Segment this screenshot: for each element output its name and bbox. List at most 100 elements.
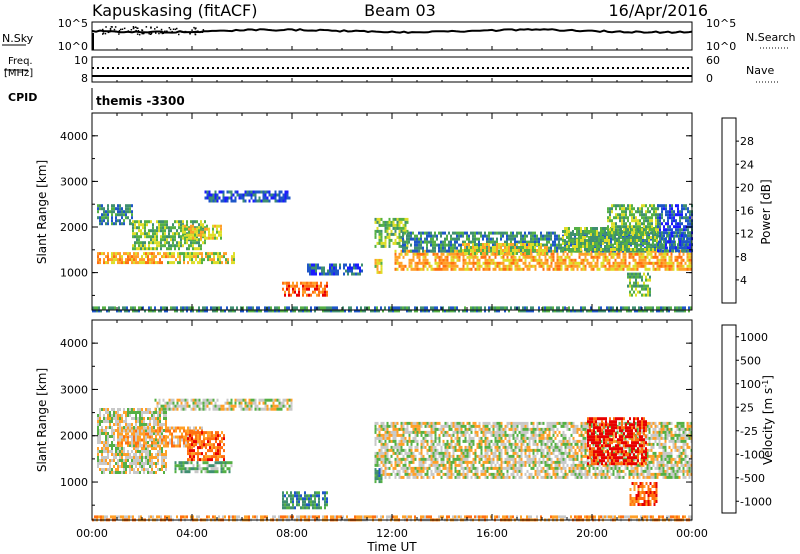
heatmap-cell [486, 246, 488, 250]
heatmap-cell [526, 255, 529, 259]
heatmap-cell [454, 237, 456, 241]
heatmap-cell [580, 236, 582, 239]
heatmap-cell [464, 261, 467, 265]
heatmap-cell [97, 207, 99, 211]
heatmap-cell [129, 426, 131, 430]
heatmap-cell [347, 266, 349, 270]
heatmap-cell [209, 258, 211, 262]
heatmap-cell [456, 258, 459, 262]
heatmap-cell [484, 255, 487, 259]
heatmap-cell [313, 272, 315, 276]
heatmap-cell [165, 429, 167, 433]
heatmap-cell [203, 438, 205, 442]
heatmap-cell [448, 240, 450, 244]
heatmap-cell [286, 306, 288, 310]
heatmap-cell [462, 309, 464, 313]
heatmap-cell [608, 267, 611, 271]
heatmap-cell [660, 309, 662, 313]
heatmap-cell [117, 432, 119, 436]
heatmap-cell [97, 465, 99, 468]
heatmap-cell [663, 231, 665, 235]
heatmap-cell [494, 246, 496, 249]
heatmap-cell [115, 471, 117, 474]
heatmap-cell [167, 252, 169, 256]
heatmap-cell [462, 240, 464, 244]
heatmap-cell [632, 236, 634, 239]
heatmap-cell [446, 237, 448, 241]
heatmap-cell [326, 306, 328, 310]
noise-point [113, 28, 116, 31]
heatmap-cell [206, 236, 208, 240]
beam-title: Beam 03 [364, 1, 436, 20]
heatmap-cell [182, 244, 184, 248]
heatmap-cell [145, 450, 147, 453]
heatmap-cell [641, 293, 643, 297]
noise-point [117, 31, 119, 33]
heatmap-cell [418, 243, 420, 247]
heatmap-cell [144, 232, 146, 236]
heatmap-cell [117, 258, 119, 262]
heatmap-cell [631, 219, 633, 223]
heatmap-cell [677, 231, 679, 235]
heatmap-cell [99, 420, 101, 423]
heatmap-cell [647, 222, 649, 226]
heatmap-cell [502, 243, 504, 246]
heatmap-cell [284, 190, 287, 194]
heatmap-cell [496, 237, 498, 241]
heatmap-cell [604, 245, 606, 248]
heatmap-cell [137, 459, 139, 462]
heatmap-cell [173, 429, 175, 433]
heatmap-cell [576, 246, 578, 250]
heatmap-cell [562, 230, 564, 233]
heatmap-cell [504, 264, 507, 268]
heatmap-cell [174, 404, 177, 408]
heatmap-cell [514, 255, 517, 259]
heatmap-cell [518, 309, 520, 313]
heatmap-cell [596, 245, 598, 248]
heatmap-cell [204, 236, 206, 240]
heatmap-cell [176, 309, 178, 313]
heatmap-cell [156, 229, 158, 233]
heatmap-cell [109, 462, 111, 465]
heatmap-cell [113, 453, 115, 456]
heatmap-cell [179, 252, 181, 256]
heatmap-cell [165, 252, 167, 256]
heatmap-cell [574, 249, 576, 253]
heatmap-cell [167, 441, 169, 445]
heatmap-cell [133, 411, 135, 414]
heatmap-cell [604, 248, 606, 251]
heatmap-cell [196, 238, 198, 242]
heatmap-cell [617, 228, 619, 232]
heatmap-cell [416, 249, 418, 253]
heatmap-cell [180, 226, 182, 230]
heatmap-cell [97, 255, 99, 259]
heatmap-cell [548, 237, 550, 241]
heatmap-cell [360, 306, 362, 310]
heatmap-cell [180, 401, 183, 405]
heatmap-cell [470, 309, 472, 313]
heatmap-cell [637, 284, 639, 288]
heatmap-cell [388, 309, 390, 313]
heatmap-cell [464, 231, 466, 235]
heatmap-cell [244, 193, 247, 197]
heatmap-cell [296, 293, 298, 297]
heatmap-cell [628, 240, 630, 244]
heatmap-cell [508, 249, 510, 252]
heatmap-cell [117, 420, 119, 423]
heatmap-cell [164, 226, 166, 230]
heatmap-cell [111, 444, 113, 447]
heatmap-cell [629, 210, 631, 214]
heatmap-cell [580, 239, 582, 242]
heatmap-cell [651, 231, 653, 235]
heatmap-cell [308, 284, 310, 288]
heatmap-cell [558, 261, 561, 265]
heatmap-cell [183, 441, 185, 445]
heatmap-cell [170, 226, 172, 230]
heatmap-cell [314, 309, 316, 313]
heatmap-cell [642, 230, 644, 233]
heatmap-cell [139, 444, 141, 448]
heatmap-cell [115, 444, 117, 447]
heatmap-cell [103, 414, 105, 417]
heatmap-cell [642, 242, 644, 245]
